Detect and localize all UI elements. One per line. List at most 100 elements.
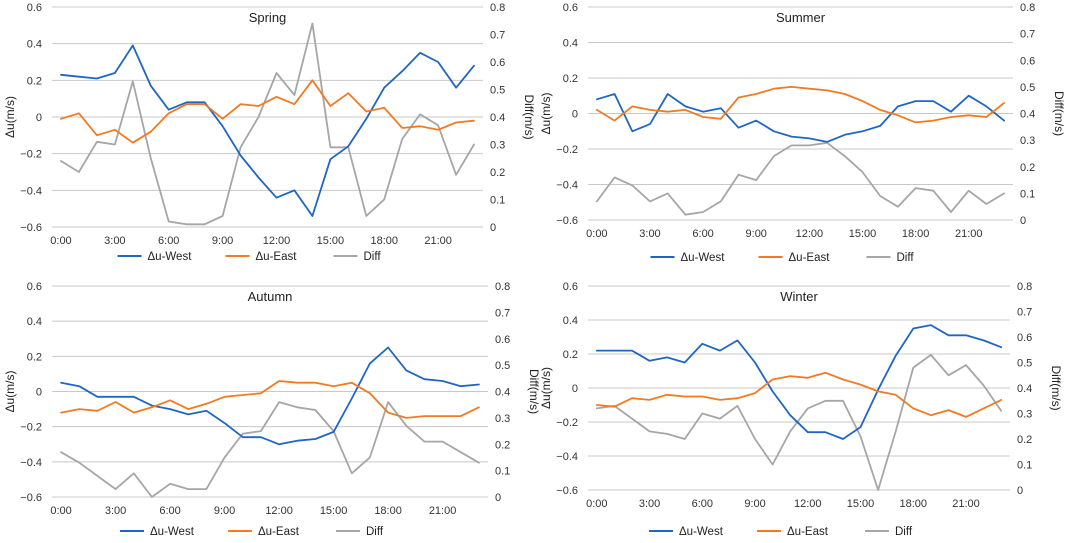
x-tick-label: 9:00 [746, 228, 767, 240]
y-tick-label: 0.6 [563, 2, 578, 14]
y-tick-label: 0 [572, 109, 578, 121]
y2-tick-label: 0.3 [1020, 135, 1035, 147]
y2-axis-label: Diff(m/s) [522, 94, 536, 139]
y-tick-label: −0.2 [20, 149, 42, 161]
chart-spring: 0.6 0.4 0.2 0 −0.2 −0.4 −0.6 0.8 0.7 0.6 0.5 0.4 0.3… [3, 2, 536, 263]
y-tick-label: −0.4 [556, 451, 578, 463]
x-tick-label: 15:00 [849, 228, 877, 240]
y-tick-label: 0.4 [27, 39, 42, 51]
y2-tick-label: 0.1 [1020, 188, 1035, 200]
x-tick-label: 6:00 [159, 505, 180, 517]
y-tick-label: 0 [36, 112, 42, 124]
x-tick-label: 3:00 [639, 228, 660, 240]
y2-tick-label: 0 [495, 492, 501, 504]
legend-label-west: Δu-West [681, 252, 726, 264]
y2-tick-label: 0.1 [1017, 460, 1032, 472]
x-tick-label: 15:00 [847, 498, 875, 510]
x-tick-label: 12:00 [796, 228, 824, 240]
x-tick-label: 15:00 [317, 235, 345, 247]
legend-label-diff: Diff [364, 251, 382, 263]
y-tick-label: 0 [572, 383, 578, 395]
y2-axis-label: Diff(m/s) [1049, 365, 1063, 410]
y2-tick-label: 0.8 [1017, 281, 1032, 293]
y2-tick-label: 0.4 [495, 387, 510, 399]
y2-tick-label: 0.8 [490, 2, 505, 14]
y2-tick-label: 0 [490, 222, 496, 234]
x-tick-label: 6:00 [692, 228, 713, 240]
y-tick-label: −0.6 [20, 222, 42, 234]
legend-label-diff: Diff [366, 526, 384, 538]
y2-tick-label: 0.8 [495, 281, 510, 293]
x-tick-label: 21:00 [952, 498, 980, 510]
y-tick-label: 0.6 [563, 281, 578, 293]
y2-tick-label: 0.7 [1020, 29, 1035, 41]
y2-tick-label: 0.5 [1020, 82, 1035, 94]
x-tick-label: 0:00 [586, 498, 607, 510]
x-tick-label: 3:00 [104, 235, 125, 247]
x-tick-label: 15:00 [320, 505, 348, 517]
chart-title: Spring [249, 10, 287, 25]
y-tick-label: 0 [36, 387, 42, 399]
chart-winter: 0.6 0.4 0.2 0 −0.2 −0.4 −0.6 0.8 0.7 0.6 0.5 0.4 0.3… [539, 281, 1063, 538]
x-tick-label: 12:00 [794, 498, 822, 510]
y-axis-label: Δu(m/s) [3, 96, 17, 138]
y-tick-label: 0.2 [27, 351, 42, 363]
y2-tick-label: 0.2 [490, 167, 505, 179]
chart-title: Summer [776, 10, 826, 25]
legend-label-east: Δu-East [256, 251, 298, 263]
y-tick-label: 0.6 [27, 2, 42, 14]
x-tick-label: 0:00 [50, 235, 71, 247]
y2-tick-label: 0.3 [1017, 409, 1032, 421]
y-axis-label: Δu(m/s) [3, 370, 17, 412]
x-tick-label: 9:00 [214, 505, 235, 517]
series-line-diff [60, 401, 480, 498]
x-tick-label: 18:00 [374, 505, 402, 517]
x-tick-label: 12:00 [263, 235, 291, 247]
y-tick-label: −0.4 [20, 457, 42, 469]
y-tick-label: −0.4 [556, 180, 578, 192]
series-line-west [60, 44, 475, 217]
chart-title: Winter [780, 289, 818, 304]
y2-tick-label: 0.6 [495, 334, 510, 346]
legend-label-east: Δu-East [789, 252, 831, 264]
series-line-east [60, 380, 480, 419]
y2-tick-label: 0.3 [495, 413, 510, 425]
y2-tick-label: 0.4 [1017, 383, 1032, 395]
x-tick-label: 18:00 [370, 235, 398, 247]
y2-tick-label: 0.5 [490, 85, 505, 97]
y-tick-label: 0.2 [563, 349, 578, 361]
x-tick-label: 0:00 [50, 505, 71, 517]
y-tick-label: −0.4 [20, 185, 42, 197]
series-line-west [595, 324, 1003, 440]
y-tick-label: −0.2 [556, 417, 578, 429]
y2-tick-label: 0.4 [490, 112, 505, 124]
legend-label-west: Δu-West [679, 526, 724, 538]
series-line-diff [596, 141, 1005, 216]
y-tick-label: 0.4 [27, 316, 42, 328]
y2-tick-label: 0.2 [1020, 162, 1035, 174]
y2-tick-label: 0.2 [495, 439, 510, 451]
y2-tick-label: 0.3 [490, 140, 505, 152]
y2-axis-label: Diff(m/s) [527, 369, 541, 414]
x-tick-label: 9:00 [744, 498, 765, 510]
x-tick-label: 12:00 [265, 505, 293, 517]
y2-tick-label: 0.7 [1017, 307, 1032, 319]
y-tick-label: −0.6 [556, 215, 578, 227]
x-tick-label: 18:00 [902, 228, 930, 240]
series-line-west [60, 346, 480, 446]
y2-tick-label: 0.6 [1020, 55, 1035, 67]
y2-tick-label: 0.2 [1017, 434, 1032, 446]
y-tick-label: −0.6 [20, 492, 42, 504]
x-tick-label: 21:00 [424, 235, 452, 247]
chart-autumn: 0.6 0.4 0.2 0 −0.2 −0.4 −0.6 0.8 0.7 0.6 0.5 0.4 0.3… [3, 281, 541, 538]
x-tick-label: 3:00 [105, 505, 126, 517]
y-tick-label: 0.4 [563, 38, 578, 50]
y2-tick-label: 0.6 [490, 57, 505, 69]
chart-title: Autumn [248, 289, 293, 304]
y-tick-label: −0.2 [20, 422, 42, 434]
y-axis-label: Δu(m/s) [539, 92, 553, 134]
x-tick-label: 6:00 [158, 235, 179, 247]
x-tick-label: 18:00 [900, 498, 928, 510]
